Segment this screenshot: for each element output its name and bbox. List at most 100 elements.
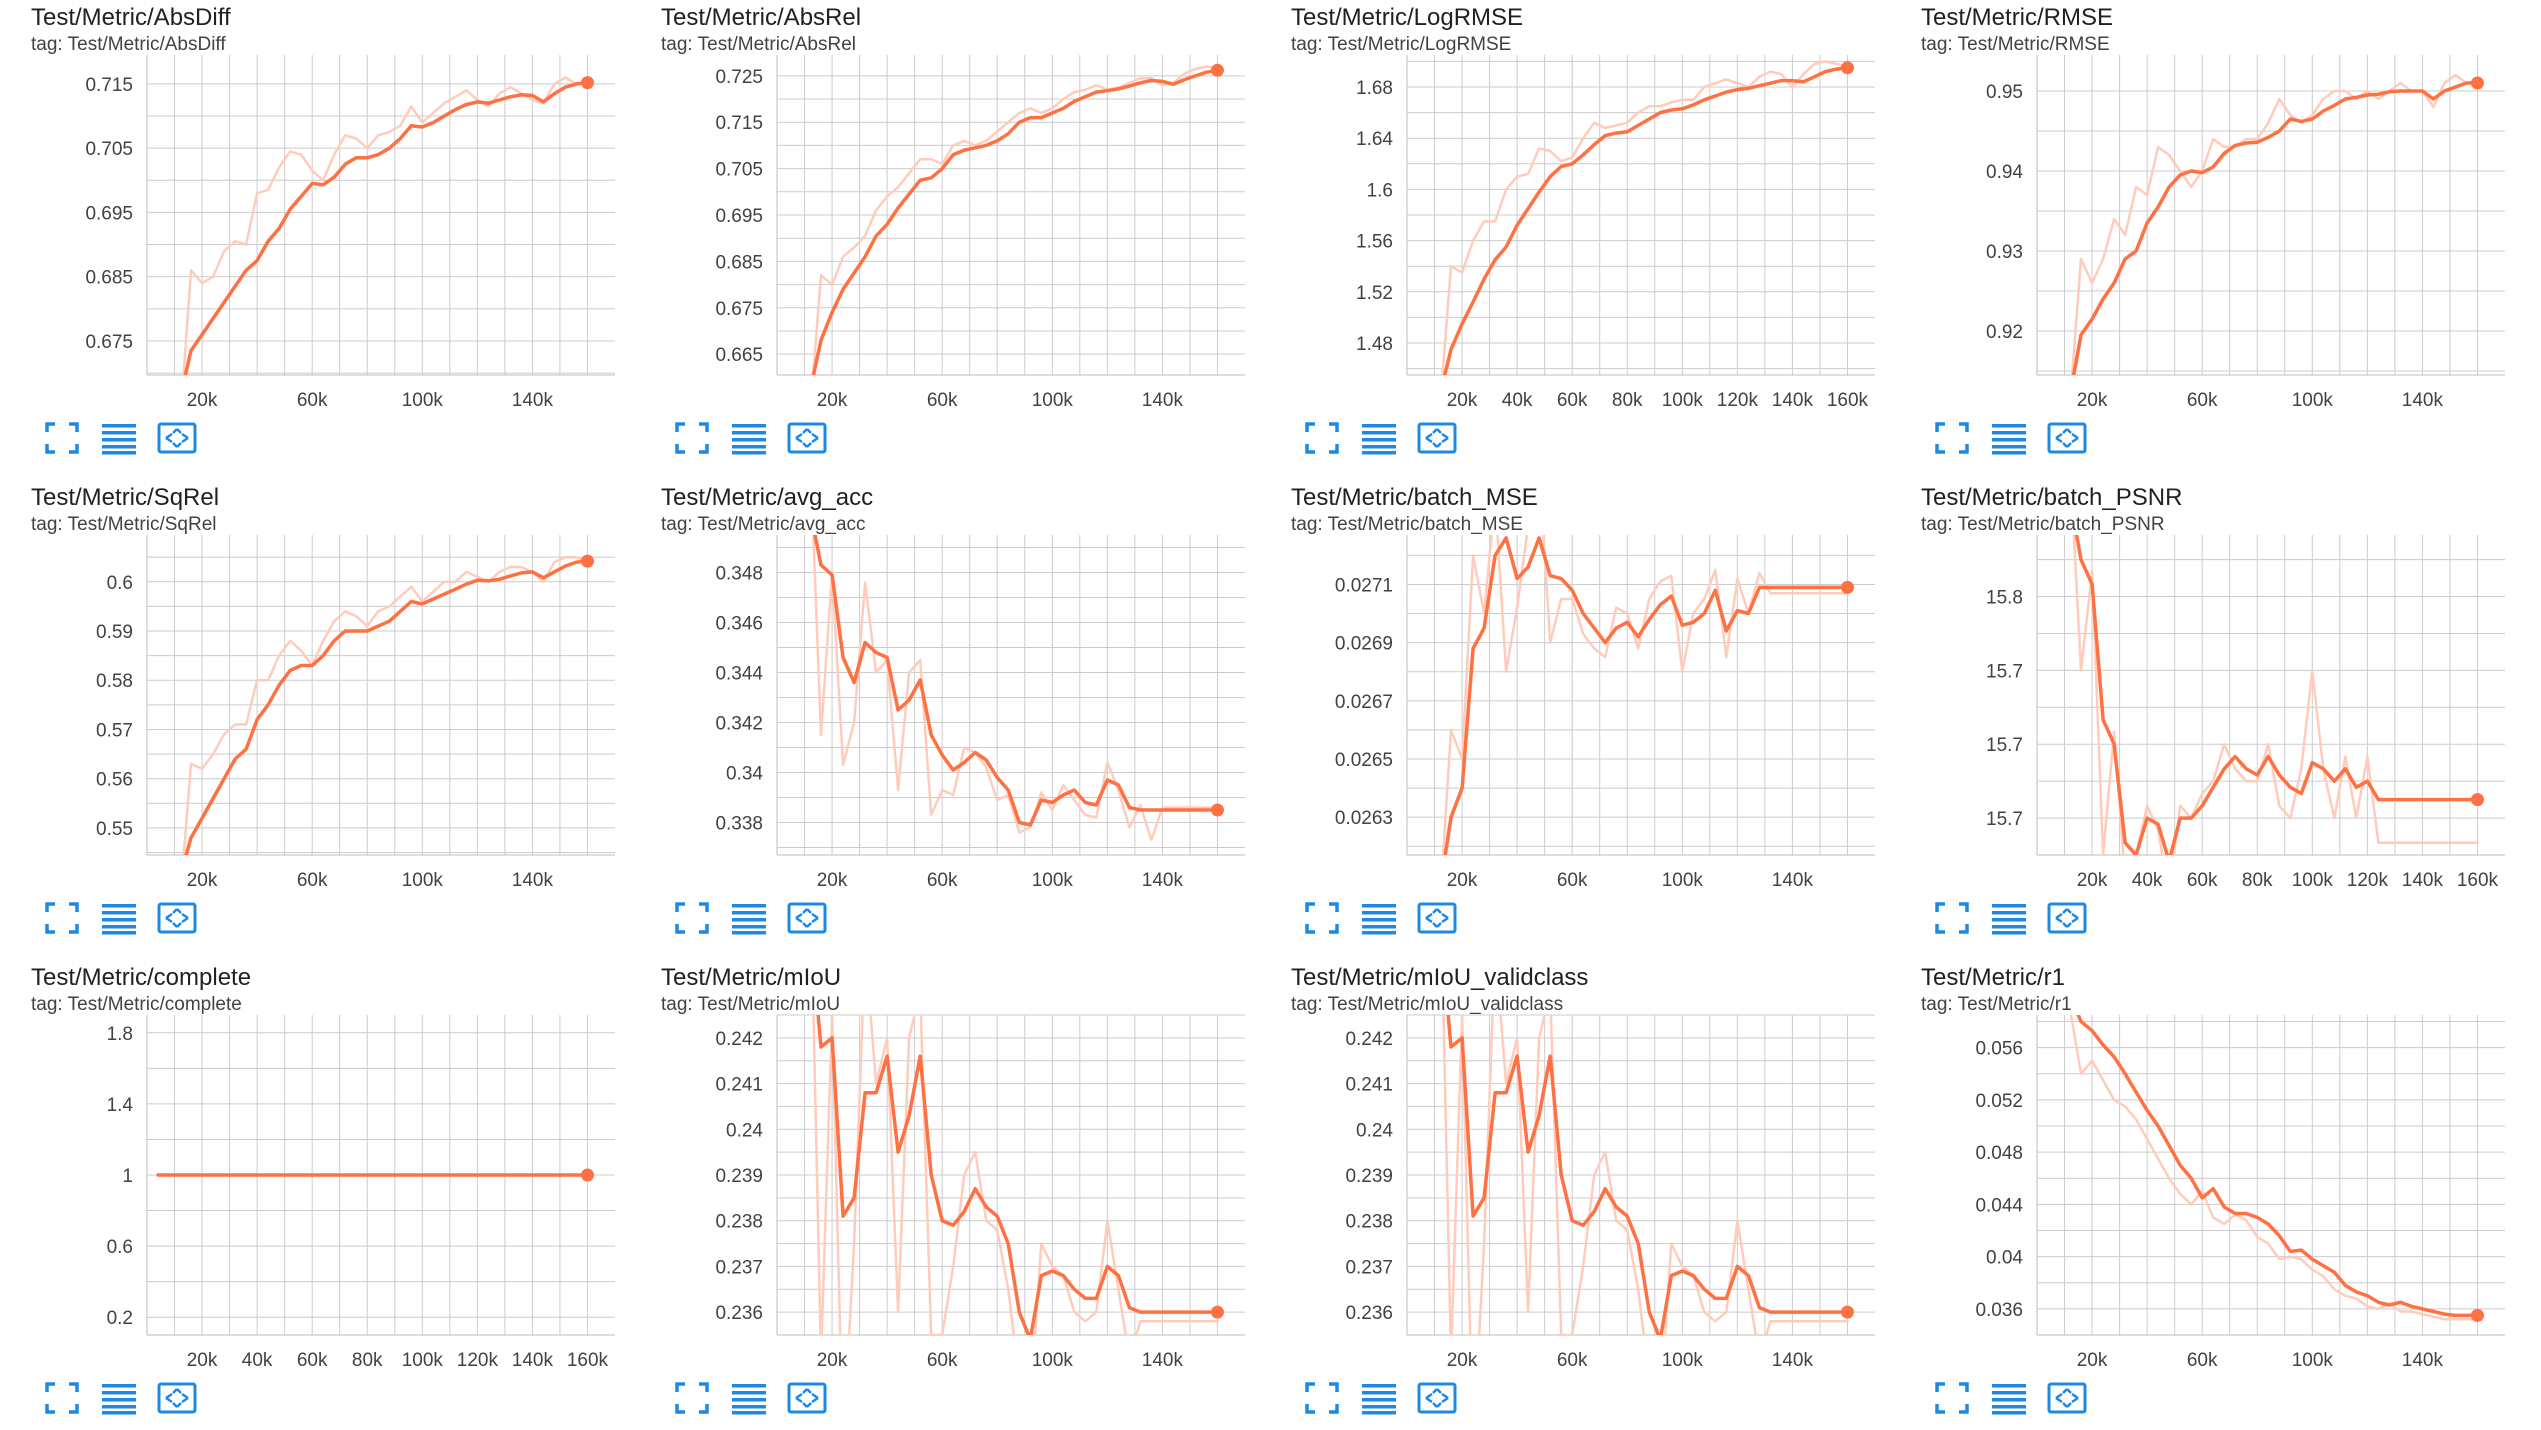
last-value-marker[interactable] xyxy=(580,1168,594,1182)
raw-series-line xyxy=(182,555,589,855)
line-chart[interactable]: 0.2 0.6 1 1.4 1.8 20k 40k 60k 80k 100k 120k 140k 160… xyxy=(0,960,625,1370)
last-value-marker[interactable] xyxy=(1210,803,1224,817)
fullscreen-icon[interactable] xyxy=(43,1380,83,1416)
fit-domain-icon[interactable] xyxy=(157,1380,197,1416)
y-tick-label: 0.59 xyxy=(96,622,133,643)
last-value-marker[interactable] xyxy=(2470,1308,2484,1322)
raw-series-line xyxy=(812,535,1219,842)
fit-domain-icon[interactable] xyxy=(1417,1380,1457,1416)
chart-title: Test/Metric/batch_PSNR xyxy=(1921,484,2183,511)
y-tick-label: 0.237 xyxy=(715,1257,763,1278)
line-chart[interactable]: 0.665 0.675 0.685 0.695 0.705 0.715 0.725 20k 60… xyxy=(630,0,1255,410)
y-tick-label: 0.715 xyxy=(85,75,133,96)
last-value-marker[interactable] xyxy=(580,76,594,90)
y-tick-label: 0.56 xyxy=(96,770,133,791)
y-tick-label: 0.92 xyxy=(1986,322,2023,343)
data-table-icon[interactable] xyxy=(100,420,140,456)
y-tick-label: 0.346 xyxy=(715,614,763,635)
x-tick-label: 40k xyxy=(242,1350,273,1370)
line-chart[interactable]: 0.338 0.34 0.342 0.344 0.346 0.348 20k 60k 100k 1… xyxy=(630,480,1255,890)
raw-series-line xyxy=(1441,535,1849,855)
y-tick-label: 0.0271 xyxy=(1335,575,1393,596)
fullscreen-icon[interactable] xyxy=(1933,1380,1973,1416)
line-chart[interactable]: 15.7 15.7 15.7 15.8 20k 40k 60k 80k 100k 120k 140k… xyxy=(1890,480,2515,890)
y-tick-label: 0.0267 xyxy=(1335,692,1393,713)
fit-domain-icon[interactable] xyxy=(1417,420,1457,456)
line-chart[interactable]: 0.036 0.04 0.044 0.048 0.052 0.056 20k 60k 100k 1… xyxy=(1890,960,2515,1370)
last-value-marker[interactable] xyxy=(1840,1305,1854,1319)
fit-domain-icon[interactable] xyxy=(2047,900,2087,936)
x-tick-label: 40k xyxy=(1502,390,1533,410)
chart-tag: tag: Test/Metric/batch_PSNR xyxy=(1921,514,2165,535)
x-tick-label: 60k xyxy=(1557,390,1588,410)
data-table-icon[interactable] xyxy=(730,900,770,936)
chart-tag: tag: Test/Metric/mIoU xyxy=(661,994,841,1015)
fullscreen-icon[interactable] xyxy=(43,900,83,936)
x-tick-label: 60k xyxy=(2187,390,2218,410)
fit-domain-icon[interactable] xyxy=(2047,420,2087,456)
fullscreen-icon[interactable] xyxy=(1303,420,1343,456)
data-table-icon[interactable] xyxy=(100,1380,140,1416)
y-tick-label: 15.7 xyxy=(1986,661,2023,682)
last-value-marker[interactable] xyxy=(1840,61,1854,75)
data-table-icon[interactable] xyxy=(1360,900,1400,936)
data-table-icon[interactable] xyxy=(1990,900,2030,936)
y-tick-label: 0.0269 xyxy=(1335,634,1393,655)
y-tick-label: 0.705 xyxy=(715,160,763,181)
line-chart[interactable]: 0.675 0.685 0.695 0.705 0.715 20k 60k 100k 140k xyxy=(0,0,625,410)
data-table-icon[interactable] xyxy=(730,420,770,456)
chart-title: Test/Metric/mIoU xyxy=(661,964,842,991)
y-tick-label: 0.93 xyxy=(1986,242,2023,263)
fit-domain-icon[interactable] xyxy=(157,420,197,456)
fit-domain-icon[interactable] xyxy=(157,900,197,936)
fullscreen-icon[interactable] xyxy=(1303,1380,1343,1416)
fullscreen-icon[interactable] xyxy=(1303,900,1343,936)
last-value-marker[interactable] xyxy=(1210,63,1224,77)
last-value-marker[interactable] xyxy=(1840,580,1854,594)
line-chart[interactable]: 0.92 0.93 0.94 0.95 20k 60k 100k 140k xyxy=(1890,0,2515,410)
last-value-marker[interactable] xyxy=(2470,76,2484,90)
fullscreen-icon[interactable] xyxy=(673,900,713,936)
y-tick-label: 0.348 xyxy=(715,564,763,585)
data-table-icon[interactable] xyxy=(730,1380,770,1416)
smoothed-series-line xyxy=(1442,66,1850,375)
chart-title: Test/Metric/AbsRel xyxy=(661,4,862,31)
x-tick-label: 60k xyxy=(927,1350,958,1370)
fit-domain-icon[interactable] xyxy=(787,420,827,456)
fullscreen-icon[interactable] xyxy=(673,1380,713,1416)
line-chart[interactable]: 0.0263 0.0265 0.0267 0.0269 0.0271 20k 60k 100k… xyxy=(1260,480,1885,890)
fit-domain-icon[interactable] xyxy=(1417,900,1457,936)
data-table-icon[interactable] xyxy=(1990,420,2030,456)
line-chart[interactable]: 0.55 0.56 0.57 0.58 0.59 0.6 20k 60k 100k 140k xyxy=(0,480,625,890)
chart-card: Test/Metric/LogRMSE tag: Test/Metric/LogR… xyxy=(1260,0,1885,470)
fit-domain-icon[interactable] xyxy=(2047,1380,2087,1416)
x-tick-label: 20k xyxy=(1447,870,1478,890)
fullscreen-icon[interactable] xyxy=(673,420,713,456)
last-value-marker[interactable] xyxy=(2470,793,2484,807)
line-chart[interactable]: 0.236 0.237 0.238 0.239 0.24 0.241 0.242 20k 60k… xyxy=(1260,960,1885,1370)
data-table-icon[interactable] xyxy=(1360,420,1400,456)
last-value-marker[interactable] xyxy=(1210,1305,1224,1319)
raw-series-line xyxy=(1441,60,1849,375)
x-tick-label: 140k xyxy=(2402,870,2444,890)
data-table-icon[interactable] xyxy=(1990,1380,2030,1416)
last-value-marker[interactable] xyxy=(580,554,594,568)
line-chart[interactable]: 1.48 1.52 1.56 1.6 1.64 1.68 20k 40k 60k 80k 100k 1… xyxy=(1260,0,1885,410)
data-table-icon[interactable] xyxy=(1360,1380,1400,1416)
y-tick-label: 0.036 xyxy=(1975,1300,2023,1321)
chart-tag: tag: Test/Metric/AbsRel xyxy=(661,34,857,55)
y-tick-label: 15.7 xyxy=(1986,809,2023,830)
smoothed-series-line xyxy=(816,1015,1220,1335)
line-chart[interactable]: 0.236 0.237 0.238 0.239 0.24 0.241 0.242 20k 60k… xyxy=(630,960,1255,1370)
fullscreen-icon[interactable] xyxy=(1933,420,1973,456)
x-tick-label: 100k xyxy=(2292,870,2334,890)
x-tick-label: 20k xyxy=(187,1350,218,1370)
fullscreen-icon[interactable] xyxy=(1933,900,1973,936)
fit-domain-icon[interactable] xyxy=(787,900,827,936)
y-tick-label: 0.236 xyxy=(1345,1303,1393,1324)
y-tick-label: 0.715 xyxy=(715,113,763,134)
y-tick-label: 0.685 xyxy=(715,252,763,273)
fit-domain-icon[interactable] xyxy=(787,1380,827,1416)
fullscreen-icon[interactable] xyxy=(43,420,83,456)
data-table-icon[interactable] xyxy=(100,900,140,936)
